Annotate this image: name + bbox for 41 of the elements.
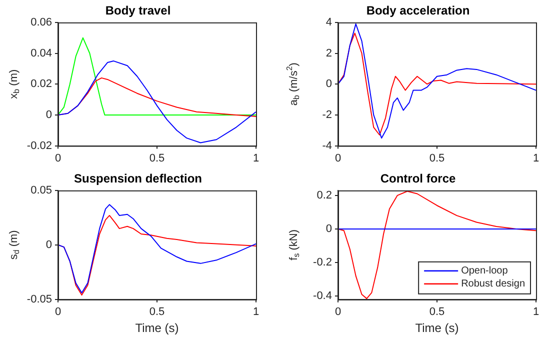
- chart-title: Control force: [380, 172, 456, 186]
- y-axis-title: xb (m): [8, 69, 22, 99]
- y-tick-label: 0.04: [30, 47, 52, 60]
- chart-title: Suspension deflection: [74, 172, 202, 186]
- y-axis-title: ab (m/s2): [285, 62, 302, 106]
- x-tick-label: 0.5: [429, 306, 445, 318]
- y-tick-label: 0: [46, 238, 52, 251]
- x-axis-title: Time (s): [135, 321, 179, 336]
- y-tick-label: -0.4: [313, 290, 332, 302]
- y-tick-label: -4: [322, 140, 332, 152]
- y-axis-title: sd (m): [8, 230, 22, 260]
- y-tick-label: 0.06: [30, 16, 52, 28]
- chart-title: Body travel: [105, 4, 171, 18]
- x-axis-title: Time (s): [415, 321, 459, 336]
- y-tick-label: 0: [326, 223, 332, 235]
- y-tick-label: -0.05: [26, 293, 52, 306]
- y-tick-label: -0.2: [313, 256, 332, 269]
- x-tick-label: 0: [334, 306, 342, 318]
- x-tick-label: 1: [532, 306, 540, 318]
- y-axis-title: fs (kN): [288, 229, 302, 260]
- y-tick-label: 2: [326, 47, 332, 60]
- y-tick-label: 0: [46, 108, 52, 121]
- x-tick-label: 0: [334, 152, 342, 164]
- legend-label: Open-loop: [461, 266, 508, 277]
- y-tick-label: 0: [326, 78, 332, 90]
- x-tick-label: 0.5: [429, 152, 445, 164]
- x-tick-label: 1: [252, 152, 260, 164]
- y-tick-label: -0.02: [26, 140, 52, 152]
- y-tick-label: 0.02: [30, 78, 52, 90]
- x-tick-label: 1: [252, 306, 260, 318]
- chart-title: Body acceleration: [366, 4, 470, 18]
- y-tick-label: 0.05: [30, 184, 52, 196]
- x-tick-label: 0: [54, 152, 62, 164]
- legend-label: Robust design: [461, 278, 526, 290]
- x-tick-label: 0: [54, 306, 62, 318]
- x-tick-label: 0.5: [149, 306, 165, 318]
- x-tick-label: 1: [532, 152, 540, 164]
- y-tick-label: 0.2: [316, 189, 332, 202]
- x-tick-label: 0.5: [149, 152, 165, 164]
- y-tick-label: 4: [326, 16, 332, 28]
- y-tick-label: -2: [322, 108, 332, 121]
